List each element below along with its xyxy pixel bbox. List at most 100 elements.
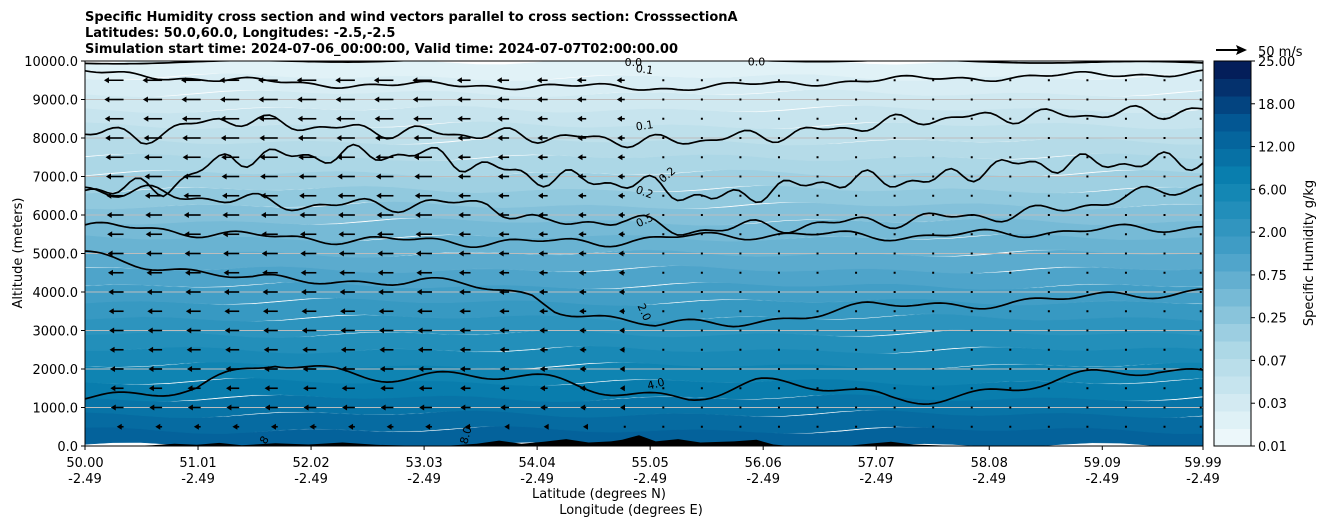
wind-vector (893, 425, 896, 428)
wind-vector-head (261, 231, 267, 238)
wind-vector (700, 348, 703, 351)
wind-vector (816, 406, 819, 409)
colorbar-segment (1214, 183, 1251, 202)
contour-label: 0.2 (634, 183, 655, 201)
wind-vector (855, 329, 858, 332)
wind-vector-head (144, 173, 150, 180)
wind-vector (970, 406, 973, 409)
wind-vector (932, 214, 935, 216)
x-tick-label-lon: -2.49 (181, 472, 215, 487)
wind-vector (970, 98, 973, 101)
wind-vector-head (78, 424, 83, 430)
wind-vector-head (379, 327, 385, 334)
contour-line (85, 104, 1203, 149)
colorbar-segment (1214, 411, 1251, 429)
contour-label: 8.0 (457, 425, 474, 445)
wind-vector (739, 310, 742, 313)
wind-vector (700, 117, 703, 120)
wind-vector (777, 233, 780, 236)
wind-vector (662, 425, 665, 428)
wind-vector (970, 310, 973, 313)
wind-vector (1163, 214, 1166, 216)
wind-vector-head (413, 154, 419, 161)
x-tick-label-lat: 54.04 (519, 456, 556, 471)
wind-vector (1009, 271, 1012, 274)
wind-vector-head (576, 96, 582, 103)
wind-vector (1199, 117, 1202, 120)
wind-vector-head (374, 115, 380, 122)
wind-vector-head (148, 385, 154, 392)
wind-vector-head (457, 115, 463, 122)
wind-vector-head (297, 96, 303, 103)
wind-vector (855, 194, 858, 197)
wind-vector-head (107, 269, 113, 276)
wind-vector-head (576, 77, 582, 84)
colorbar-segment (1214, 428, 1251, 447)
wind-vector-head (377, 231, 383, 238)
wind-vector-head (338, 231, 344, 238)
wind-vector-head (539, 385, 545, 392)
wind-vector (1047, 214, 1050, 216)
colorbar-tick-label: 0.75 (1258, 269, 1287, 284)
wind-vector (1047, 348, 1050, 351)
colorbar-tick-label: 0.01 (1258, 440, 1287, 455)
wind-vector (739, 425, 742, 428)
wind-vector (970, 214, 973, 216)
wind-vector (662, 329, 665, 332)
colorbar-segment (1214, 236, 1251, 254)
x-axis-ticks: 50.00-2.4951.01-2.4952.02-2.4953.03-2.49… (66, 446, 1222, 487)
wind-vector (1086, 214, 1089, 216)
wind-vector-head (578, 212, 584, 218)
wind-vector (777, 406, 780, 409)
wind-vector-head (223, 250, 229, 257)
wind-vector-head (183, 192, 189, 199)
wind-vector (1199, 348, 1202, 351)
wind-vector (739, 233, 742, 236)
wind-vector-head (222, 231, 228, 238)
wind-vector (1124, 291, 1127, 293)
wind-vector-head (417, 327, 423, 334)
wind-vector (1086, 252, 1089, 255)
colorbar-segment (1214, 271, 1251, 289)
wind-vector-head (109, 366, 115, 372)
wind-vector-head (577, 192, 583, 199)
wind-vector-head (540, 404, 546, 411)
wind-vector (932, 425, 935, 428)
wind-vector (777, 348, 780, 351)
wind-vector (1009, 175, 1012, 178)
wind-vector (932, 368, 935, 370)
wind-vector (932, 348, 935, 351)
wind-vector (1163, 271, 1166, 274)
wind-vector (855, 406, 858, 409)
wind-vector-head (543, 423, 549, 430)
wind-vector-head (221, 154, 227, 161)
contour-label: 0.0 (748, 55, 766, 68)
humidity-band (85, 61, 1203, 82)
wind-vector-head (376, 192, 382, 199)
wind-vector (970, 271, 973, 274)
wind-vector (1009, 425, 1012, 428)
wind-vector-head (537, 135, 543, 141)
wind-vector (739, 368, 742, 370)
wind-vector (1047, 79, 1050, 82)
wind-vector (1199, 271, 1202, 274)
wind-vector (1086, 98, 1089, 101)
wind-vector-head (69, 231, 74, 237)
wind-vector-head (258, 96, 264, 103)
wind-vector-head (66, 116, 71, 122)
x-tick-label-lat: 59.99 (1184, 456, 1221, 471)
wind-vector (970, 329, 973, 332)
wind-vector (1199, 194, 1202, 197)
wind-vector (777, 291, 780, 293)
wind-vector (970, 425, 973, 428)
wind-vector (855, 117, 858, 120)
wind-vector (777, 368, 780, 370)
wind-vector (700, 425, 703, 428)
wind-vector-head (220, 135, 226, 141)
wind-vector (662, 348, 665, 351)
wind-vector (1163, 156, 1166, 159)
wind-vector (739, 406, 742, 409)
wind-vector-head (106, 192, 112, 199)
wind-vector (777, 194, 780, 197)
wind-vector (1199, 387, 1202, 390)
